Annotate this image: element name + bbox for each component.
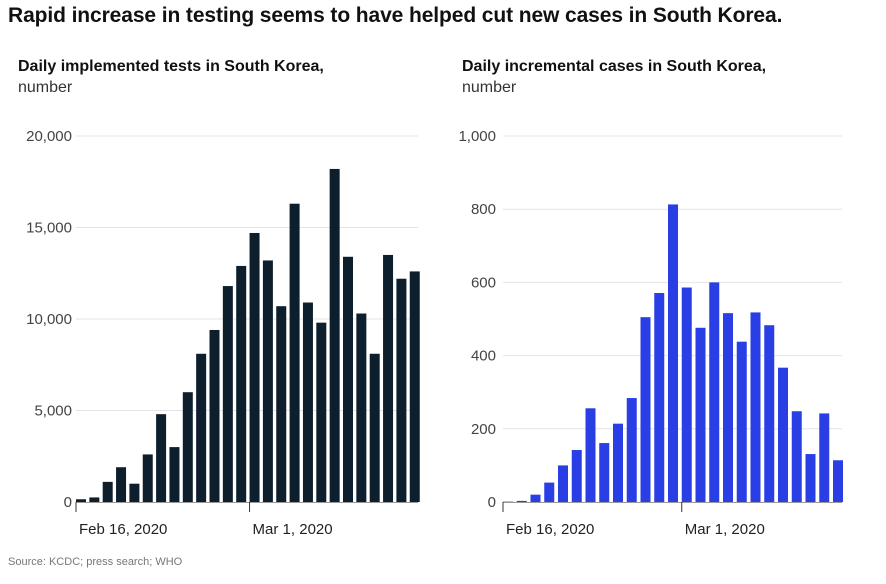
cases-y-tick-label: 400 bbox=[471, 348, 496, 365]
cases-bar bbox=[723, 313, 733, 502]
tests-chart-title: Daily implemented tests in South Korea, bbox=[18, 58, 324, 75]
cases-chart-subtitle: number bbox=[462, 79, 517, 96]
cases-bar bbox=[599, 443, 610, 502]
cases-y-tick-label: 800 bbox=[471, 201, 496, 218]
cases-bar bbox=[558, 465, 568, 502]
tests-bar bbox=[142, 454, 153, 502]
cases-bar bbox=[764, 325, 775, 502]
cases-bar bbox=[791, 411, 802, 502]
cases-bar bbox=[833, 460, 843, 502]
cases-y-tick-label: 1,000 bbox=[458, 128, 496, 145]
cases-bar bbox=[750, 312, 761, 502]
tests-y-tick-label: 0 bbox=[64, 494, 72, 511]
tests-bar bbox=[222, 286, 233, 502]
cases-bar bbox=[681, 287, 692, 502]
cases-bar bbox=[736, 341, 747, 502]
tests-bar bbox=[276, 306, 287, 502]
tests-bar bbox=[249, 232, 260, 503]
cases-bar bbox=[530, 494, 541, 502]
cases-chart-title: Daily incremental cases in South Korea, bbox=[462, 58, 767, 75]
tests-bar bbox=[289, 203, 300, 502]
tests-bar bbox=[329, 168, 340, 502]
cases-bar-chart: 0 200 400 600 800 1,000 Feb 16, 2020 Mar 1, 202… bbox=[458, 128, 843, 538]
cases-bar bbox=[695, 327, 706, 502]
tests-x-tick-label: Mar 1, 2020 bbox=[253, 521, 333, 538]
source-note: Source: KCDC; press search; WHO bbox=[8, 556, 183, 568]
tests-bar bbox=[209, 329, 220, 502]
tests-bar bbox=[383, 254, 394, 502]
tests-bar bbox=[343, 256, 353, 502]
tests-bar-chart: 0 5,000 10,000 15,000 20,000 Feb 16, 2020 Mar … bbox=[26, 128, 420, 538]
chart-figure-title: Rapid increase in testing seems to have … bbox=[8, 4, 783, 27]
cases-bar bbox=[778, 367, 788, 502]
cases-bar bbox=[585, 408, 596, 502]
cases-y-tick-label: 600 bbox=[471, 274, 496, 291]
tests-bar bbox=[409, 271, 420, 502]
tests-y-tick-label: 15,000 bbox=[26, 220, 72, 237]
cases-bar bbox=[709, 282, 720, 502]
cases-bar bbox=[626, 398, 637, 502]
tests-bar bbox=[316, 322, 327, 502]
tests-bar bbox=[182, 392, 193, 502]
tests-bar bbox=[356, 313, 367, 502]
cases-bar bbox=[640, 317, 651, 502]
cases-bar bbox=[654, 293, 665, 502]
tests-bar bbox=[196, 353, 207, 502]
cases-bar bbox=[819, 413, 830, 502]
tests-bar bbox=[76, 499, 86, 502]
tests-bar bbox=[169, 447, 180, 502]
tests-bar bbox=[129, 483, 140, 502]
cases-bar bbox=[544, 482, 555, 502]
cases-x-tick-label: Mar 1, 2020 bbox=[685, 521, 765, 538]
tests-x-tick-label: Feb 16, 2020 bbox=[79, 521, 167, 538]
tests-bar bbox=[369, 353, 380, 502]
cases-y-tick-label: 200 bbox=[471, 421, 496, 438]
tests-y-tick-label: 5,000 bbox=[34, 403, 72, 420]
tests-bar bbox=[302, 302, 313, 502]
tests-bar bbox=[156, 414, 167, 502]
tests-bar bbox=[396, 278, 407, 502]
cases-x-tick-label: Feb 16, 2020 bbox=[506, 521, 594, 538]
tests-bar bbox=[262, 260, 273, 502]
cases-bar bbox=[668, 204, 678, 502]
tests-y-tick-label: 10,000 bbox=[26, 311, 72, 328]
tests-chart-subtitle: number bbox=[18, 79, 73, 96]
cases-bar bbox=[503, 501, 513, 503]
cases-bar bbox=[571, 450, 582, 502]
tests-bar bbox=[102, 481, 113, 502]
tests-bar bbox=[116, 467, 127, 502]
cases-bar bbox=[516, 500, 527, 502]
tests-y-tick-label: 20,000 bbox=[26, 128, 72, 145]
cases-y-tick-label: 0 bbox=[488, 494, 496, 511]
cases-bar bbox=[805, 454, 816, 502]
tests-bar bbox=[89, 497, 100, 502]
tests-bar bbox=[236, 265, 247, 502]
cases-bar bbox=[613, 423, 623, 502]
